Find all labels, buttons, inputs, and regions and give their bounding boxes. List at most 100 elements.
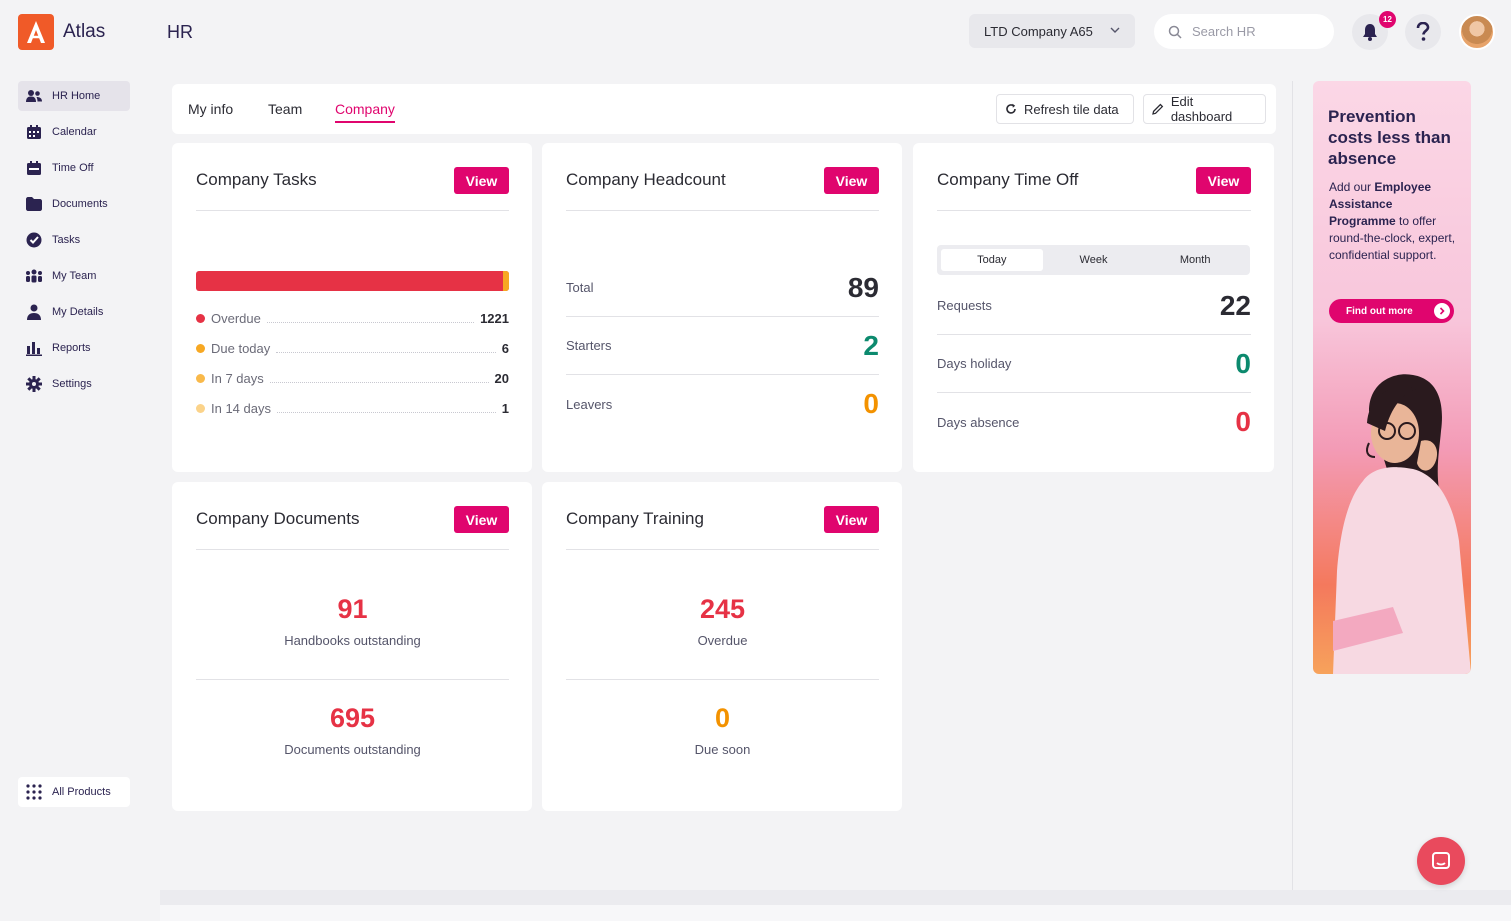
sidebar-item-my-team[interactable]: My Team xyxy=(18,261,130,291)
divider xyxy=(196,210,509,211)
row-value: 1 xyxy=(501,400,509,416)
sidebar-item-settings[interactable]: Settings xyxy=(18,369,130,399)
sidebar-item-hr-home[interactable]: HR Home xyxy=(18,81,130,111)
row-value: 89 xyxy=(847,271,879,303)
company-time-off-card: Company Time Off View Today Week Month R… xyxy=(913,143,1274,472)
stat-value: 245 xyxy=(699,594,746,624)
row-label: Days absence xyxy=(937,414,1020,430)
status-dot xyxy=(196,313,205,323)
row-label: Overdue xyxy=(211,310,261,326)
headset-woman-illustration xyxy=(1333,374,1471,674)
sidebar-item-time-off[interactable]: Time Off xyxy=(18,153,130,183)
promo-body-post: to offer round-the-clock, expert, confid… xyxy=(1329,214,1456,262)
company-tasks-card: Company Tasks View Overdue 1221 Due toda… xyxy=(172,143,532,472)
stat-label: Overdue xyxy=(697,633,748,648)
stat-value: 91 xyxy=(337,594,368,624)
sidebar-item-label: Calendar xyxy=(52,126,97,138)
dotted-leader xyxy=(277,404,496,413)
row-value: 6 xyxy=(501,340,509,356)
company-documents-card: Company Documents View 91 Handbooks outs… xyxy=(172,482,532,811)
company-headcount-card: Company Headcount View Total 89 Starters… xyxy=(542,143,902,472)
edit-label: Edit dashboard xyxy=(1170,94,1233,124)
tab-team[interactable]: Team xyxy=(268,101,303,117)
view-button[interactable]: View xyxy=(1196,167,1251,194)
divider xyxy=(566,210,879,211)
atlas-logo-icon[interactable] xyxy=(18,14,54,50)
documents-handbooks-stat: 91 Handbooks outstanding xyxy=(196,594,509,648)
chevron-right-icon xyxy=(1434,303,1450,319)
status-dot xyxy=(196,373,205,383)
column-divider xyxy=(1292,81,1293,891)
user-avatar[interactable] xyxy=(1459,14,1495,50)
dashboard-tabbar: My info Team Company Refresh tile data E… xyxy=(172,84,1276,134)
view-button[interactable]: View xyxy=(824,167,879,194)
refresh-icon xyxy=(1006,103,1016,114)
card-title: Company Training xyxy=(566,509,704,528)
promo-body-bold: Employee Assistance Programme xyxy=(1329,180,1432,228)
check-circle-icon xyxy=(25,231,43,249)
chevron-down-icon xyxy=(1110,27,1120,33)
status-dot xyxy=(196,403,205,413)
row-label: In 14 days xyxy=(211,400,271,416)
divider xyxy=(566,549,879,550)
stat-value: 0 xyxy=(714,703,731,733)
sidebar-item-label: Reports xyxy=(52,342,91,354)
eap-promo-banner[interactable]: Prevention costs less than absence Add o… xyxy=(1313,81,1471,674)
search-icon xyxy=(1168,25,1182,39)
row-label: Days holiday xyxy=(937,356,1012,371)
brand-name: Atlas xyxy=(63,21,106,42)
view-button[interactable]: View xyxy=(824,506,879,533)
help-icon xyxy=(1416,22,1430,41)
chat-button[interactable] xyxy=(1417,837,1465,885)
tab-my-info[interactable]: My info xyxy=(188,101,234,117)
period-today[interactable]: Today xyxy=(941,249,1043,271)
folder-icon xyxy=(25,195,43,213)
stat-label: Documents outstanding xyxy=(284,742,421,757)
tasks-row-7-days: In 7 days 20 xyxy=(196,369,509,387)
bar-chart-icon xyxy=(25,339,43,357)
tasks-row-14-days: In 14 days 1 xyxy=(196,399,509,417)
headcount-row-starters: Starters 2 xyxy=(566,317,879,375)
training-due-soon-stat: 0 Due soon xyxy=(566,703,879,757)
tab-company[interactable]: Company xyxy=(335,101,395,123)
sidebar-item-documents[interactable]: Documents xyxy=(18,189,130,219)
card-title: Company Time Off xyxy=(937,170,1079,189)
apps-grid-icon xyxy=(26,784,42,800)
edit-dashboard-button[interactable]: Edit dashboard xyxy=(1143,94,1266,124)
search-box[interactable] xyxy=(1154,14,1334,49)
row-label: Leavers xyxy=(566,396,613,412)
period-week[interactable]: Week xyxy=(1079,254,1108,266)
top-bar: Atlas HR LTD Company A65 12 xyxy=(0,0,1511,64)
find-out-more-button[interactable]: Find out more xyxy=(1329,299,1454,323)
all-products-label: All Products xyxy=(52,786,111,798)
notification-badge: 12 xyxy=(1379,11,1396,28)
period-month[interactable]: Month xyxy=(1179,254,1211,266)
sidebar-item-label: HR Home xyxy=(52,90,101,102)
sidebar-item-label: Tasks xyxy=(52,234,81,246)
sidebar-item-my-details[interactable]: My Details xyxy=(18,297,130,327)
promo-headline: Prevention costs less than absence xyxy=(1328,107,1451,168)
team-icon xyxy=(25,267,43,285)
tasks-progress-bar xyxy=(196,271,509,291)
headcount-row-total: Total 89 xyxy=(566,259,879,317)
all-products-button[interactable]: All Products xyxy=(18,777,130,807)
view-button[interactable]: View xyxy=(454,167,509,194)
gear-icon xyxy=(25,375,43,393)
sidebar-item-label: My Details xyxy=(52,306,104,318)
find-out-more-label: Find out more xyxy=(1346,305,1413,317)
divider xyxy=(937,210,1251,211)
timeoff-row-requests: Requests 22 xyxy=(937,277,1251,335)
stat-label: Handbooks outstanding xyxy=(284,633,421,648)
row-label: Starters xyxy=(566,338,612,353)
sidebar-item-tasks[interactable]: Tasks xyxy=(18,225,130,255)
row-value: 20 xyxy=(494,370,509,386)
card-title: Company Documents xyxy=(196,509,360,528)
search-input[interactable] xyxy=(1192,24,1322,39)
refresh-tile-data-button[interactable]: Refresh tile data xyxy=(996,94,1134,124)
view-button[interactable]: View xyxy=(454,506,509,533)
pencil-icon xyxy=(1152,103,1164,115)
help-button[interactable] xyxy=(1405,14,1441,50)
sidebar-item-reports[interactable]: Reports xyxy=(18,333,130,363)
company-select[interactable]: LTD Company A65 xyxy=(969,14,1135,48)
sidebar-item-calendar[interactable]: Calendar xyxy=(18,117,130,147)
